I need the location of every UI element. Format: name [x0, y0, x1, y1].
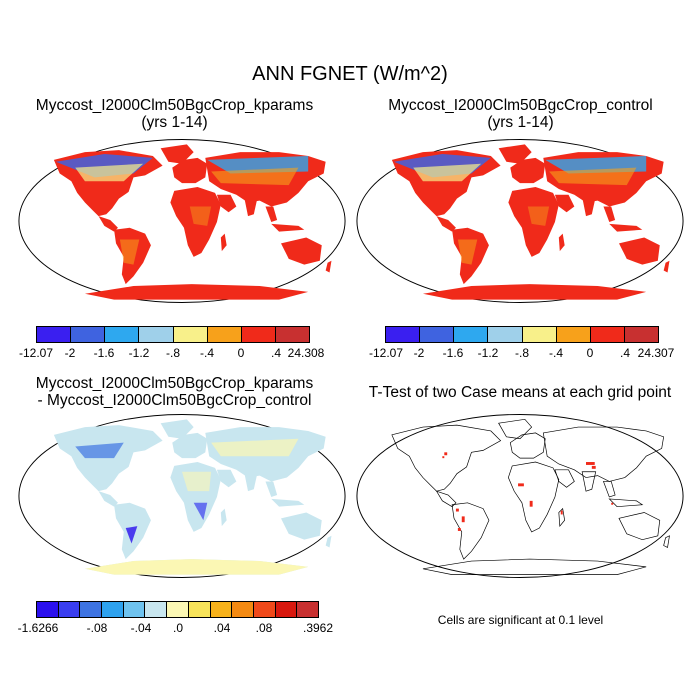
colorbar-tick: -1.2 — [477, 346, 499, 360]
colorbar-swatch — [454, 327, 489, 342]
colorbar-tick: .0 — [172, 621, 184, 635]
colorbar-tick: .4 — [270, 346, 282, 360]
colorbar-kparams — [36, 326, 310, 343]
map-kparams — [18, 138, 346, 304]
panel-title-line2: (yrs 1-14) — [487, 114, 554, 131]
map-difference — [18, 413, 346, 579]
colorbar-swatch — [275, 327, 309, 342]
map-control — [356, 138, 684, 304]
colorbar-swatch — [188, 602, 211, 617]
colorbar-tick: -.4 — [199, 346, 215, 360]
colorbar-swatch — [488, 327, 523, 342]
figure-title: ANN FGNET (W/m^2) — [252, 63, 448, 85]
colorbar-tick: -.8 — [514, 346, 530, 360]
colorbar-swatch — [139, 327, 174, 342]
colorbar-tick: 24.308 — [287, 346, 325, 360]
panel-title-line1: Myccost_I2000Clm50BgcCrop_control — [388, 97, 653, 114]
colorbar-tick: -1.6 — [442, 346, 464, 360]
colorbar-swatch — [297, 602, 318, 617]
colorbar-swatch — [253, 602, 276, 617]
colorbar-swatch — [37, 602, 59, 617]
panel-title-line1: Myccost_I2000Clm50BgcCrop_kparams — [35, 375, 314, 392]
colorbar-tick: -12.07 — [18, 346, 54, 360]
colorbar-tick: .04 — [213, 621, 231, 635]
panel-title-difference: Myccost_I2000Clm50BgcCrop_kparams - Mycc… — [17, 375, 332, 409]
colorbar-swatch — [167, 602, 189, 617]
colorbar-swatch — [241, 327, 276, 342]
colorbar-swatch — [207, 327, 242, 342]
colorbar-swatch — [232, 602, 254, 617]
map-ttest — [356, 413, 684, 579]
colorbar-tick: -1.6266 — [17, 621, 59, 635]
panel-title-line1: Myccost_I2000Clm50BgcCrop_kparams — [35, 97, 314, 114]
colorbar-swatch — [145, 602, 168, 617]
colorbar-swatch — [275, 602, 298, 617]
colorbar-swatch — [102, 602, 124, 617]
colorbar-swatch — [58, 602, 81, 617]
colorbar-tick: -1.2 — [128, 346, 150, 360]
colorbar-swatch — [522, 327, 557, 342]
colorbar-tick: .4 — [619, 346, 631, 360]
colorbar-tick: 0 — [237, 346, 245, 360]
colorbar-tick: 0 — [586, 346, 594, 360]
panel-title-control: Myccost_I2000Clm50BgcCrop_control (yrs 1… — [363, 97, 678, 131]
colorbar-control — [385, 326, 659, 343]
panel-title-line2: - Myccost_I2000Clm50BgcCrop_control — [37, 392, 312, 409]
colorbar-tick: -.4 — [548, 346, 564, 360]
panel-title-line1: T-Test of two Case means at each grid po… — [368, 384, 672, 401]
colorbar-tick: -.8 — [165, 346, 181, 360]
colorbar-tick: .08 — [255, 621, 273, 635]
colorbar-swatch — [556, 327, 591, 342]
colorbar-swatch — [420, 327, 455, 342]
significance-note: Cells are significant at 0.1 level — [437, 613, 604, 627]
colorbar-swatch — [80, 602, 103, 617]
colorbar-swatch — [105, 327, 140, 342]
colorbar-tick: .3962 — [302, 621, 334, 635]
significant-cells — [442, 452, 614, 531]
colorbar-tick: -12.07 — [368, 346, 404, 360]
panel-title-ttest: T-Test of two Case means at each grid po… — [355, 384, 685, 401]
colorbar-swatch — [71, 327, 106, 342]
colorbar-tick: -.04 — [130, 621, 152, 635]
colorbar-difference — [36, 601, 319, 618]
colorbar-swatch — [210, 602, 233, 617]
colorbar-swatch — [37, 327, 72, 342]
panel-title-line2: (yrs 1-14) — [141, 114, 208, 131]
panel-title-kparams: Myccost_I2000Clm50BgcCrop_kparams (yrs 1… — [17, 97, 332, 131]
colorbar-tick: -1.6 — [93, 346, 115, 360]
colorbar-swatch — [386, 327, 421, 342]
colorbar-tick: -2 — [64, 346, 76, 360]
colorbar-tick: -2 — [413, 346, 425, 360]
colorbar-swatch — [590, 327, 625, 342]
colorbar-tick: 24.307 — [637, 346, 675, 360]
colorbar-swatch — [624, 327, 658, 342]
colorbar-swatch — [123, 602, 146, 617]
colorbar-tick: -.08 — [86, 621, 108, 635]
colorbar-swatch — [173, 327, 208, 342]
